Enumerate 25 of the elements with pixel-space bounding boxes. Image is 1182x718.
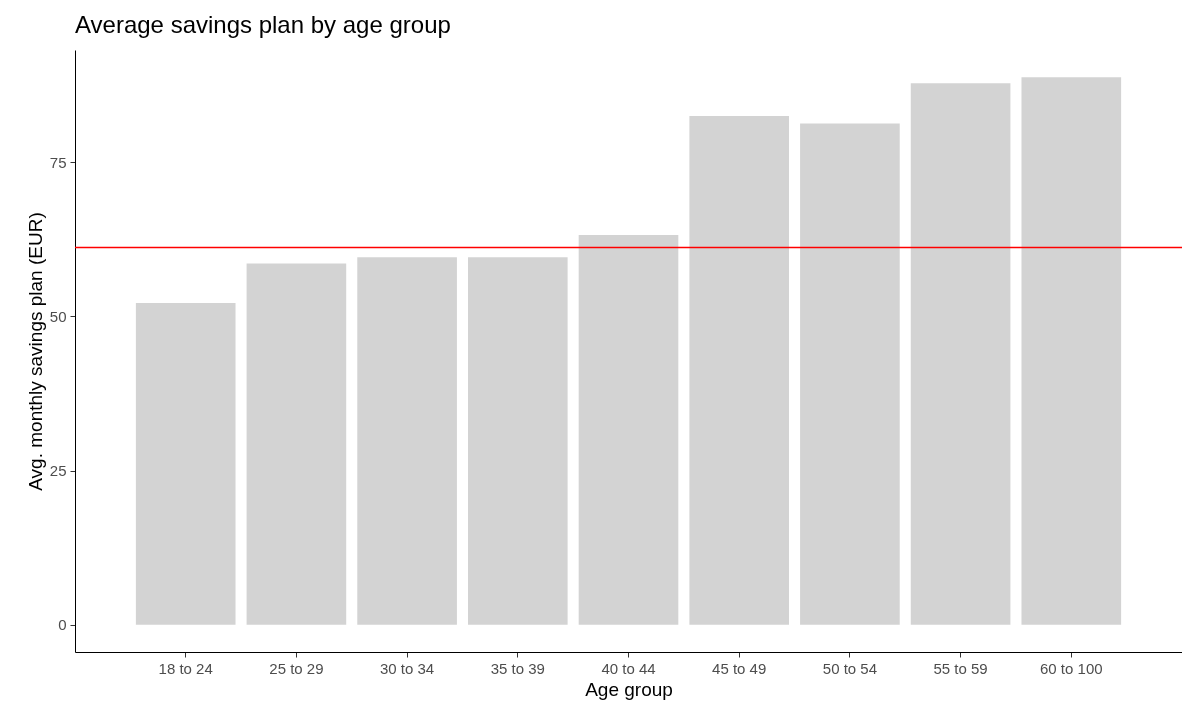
bar bbox=[800, 123, 900, 625]
x-tick-label: 60 to 100 bbox=[1040, 659, 1103, 677]
x-tick-label: 40 to 44 bbox=[601, 659, 656, 677]
y-tick-label: 75 bbox=[49, 153, 67, 171]
x-tick-label: 55 to 59 bbox=[933, 659, 988, 677]
bar bbox=[689, 116, 790, 625]
x-tick-label: 18 to 24 bbox=[158, 659, 213, 677]
bar bbox=[357, 257, 457, 625]
x-tick-label: 50 to 54 bbox=[822, 659, 878, 677]
x-tick-label: 25 to 29 bbox=[269, 659, 324, 677]
y-tick-label: 0 bbox=[58, 616, 67, 634]
x-axis-title: Age group bbox=[585, 678, 673, 700]
y-axis-title: Avg. monthly savings plan (EUR) bbox=[24, 212, 46, 491]
bar bbox=[1021, 77, 1122, 625]
bar bbox=[578, 235, 679, 625]
bar bbox=[135, 302, 236, 625]
chart-title: Average savings plan by age group bbox=[75, 11, 451, 38]
x-tick-label: 35 to 39 bbox=[490, 659, 545, 677]
x-tick-label: 45 to 49 bbox=[712, 659, 767, 677]
bar bbox=[246, 263, 347, 625]
x-tick-label: 30 to 34 bbox=[379, 659, 435, 677]
bar bbox=[910, 83, 1011, 625]
y-tick-label: 50 bbox=[49, 307, 67, 325]
y-tick-label: 25 bbox=[49, 462, 67, 480]
bar bbox=[467, 257, 568, 625]
